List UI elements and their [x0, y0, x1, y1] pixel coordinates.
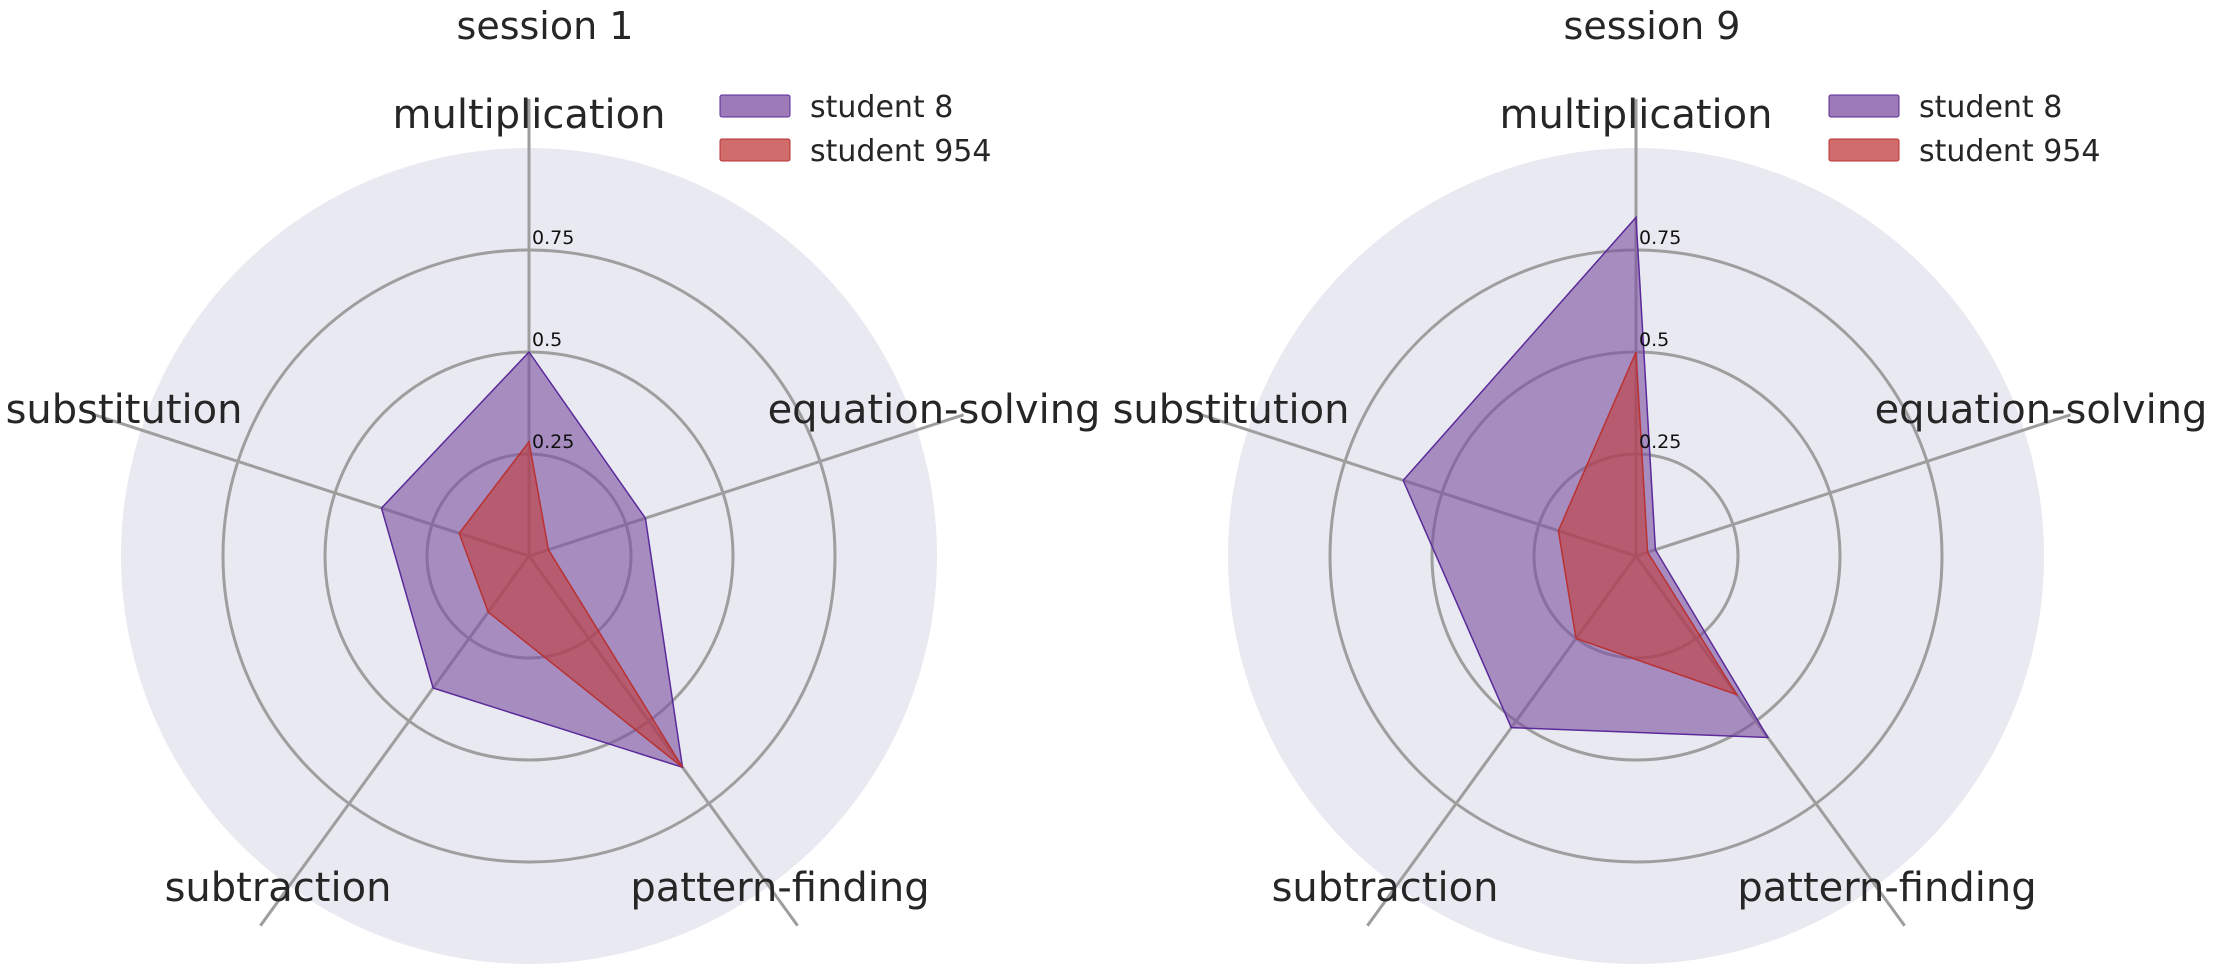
axis-label-pattern-finding: pattern-finding — [1737, 865, 2036, 911]
chart-title: session 9 — [1564, 4, 1741, 48]
axis-label-equation-solving: equation-solving — [768, 387, 1101, 433]
legend-label-student-8: student 8 — [1919, 90, 2062, 125]
axis-label-substitution: substitution — [1113, 387, 1350, 433]
r-tick-label: 0.75 — [532, 227, 574, 249]
legend-label-student-8: student 8 — [810, 90, 953, 125]
legend-swatch-student-8 — [1828, 94, 1900, 118]
radar-chart-session-9: 0.25 0.5 0.75 multiplication equation-solvin… — [1113, 4, 2208, 964]
series-area-student-954 — [458, 439, 684, 768]
radar-chart-session-1: 0.25 0.5 0.75 multiplication equation-solvin… — [6, 4, 1101, 964]
legend: student 8 student 954 — [719, 90, 991, 169]
series-area-student-954 — [1557, 351, 1739, 697]
r-tick-label: 0.25 — [1639, 431, 1681, 453]
r-tick-label: 0.75 — [1639, 227, 1681, 249]
legend-swatch-student-954 — [1828, 138, 1900, 162]
axis-label-multiplication: multiplication — [393, 92, 666, 138]
spoke-equation-solving — [1635, 413, 2072, 558]
axis-label-subtraction: subtraction — [1272, 865, 1499, 911]
chart-title: session 1 — [457, 4, 634, 48]
legend-swatch-student-8 — [719, 94, 791, 118]
legend: student 8 student 954 — [1828, 90, 2100, 169]
r-tick-label: 0.5 — [1639, 329, 1669, 351]
axis-label-substitution: substitution — [6, 387, 243, 433]
axis-label-multiplication: multiplication — [1500, 92, 1773, 138]
r-tick-label: 0.5 — [532, 329, 562, 351]
r-tick-label: 0.25 — [532, 431, 574, 453]
axis-label-subtraction: subtraction — [165, 865, 392, 911]
legend-label-student-954: student 954 — [810, 134, 991, 169]
legend-swatch-student-954 — [719, 138, 791, 162]
axis-label-equation-solving: equation-solving — [1875, 387, 2208, 433]
legend-label-student-954: student 954 — [1919, 134, 2100, 169]
axis-label-pattern-finding: pattern-finding — [630, 865, 929, 911]
